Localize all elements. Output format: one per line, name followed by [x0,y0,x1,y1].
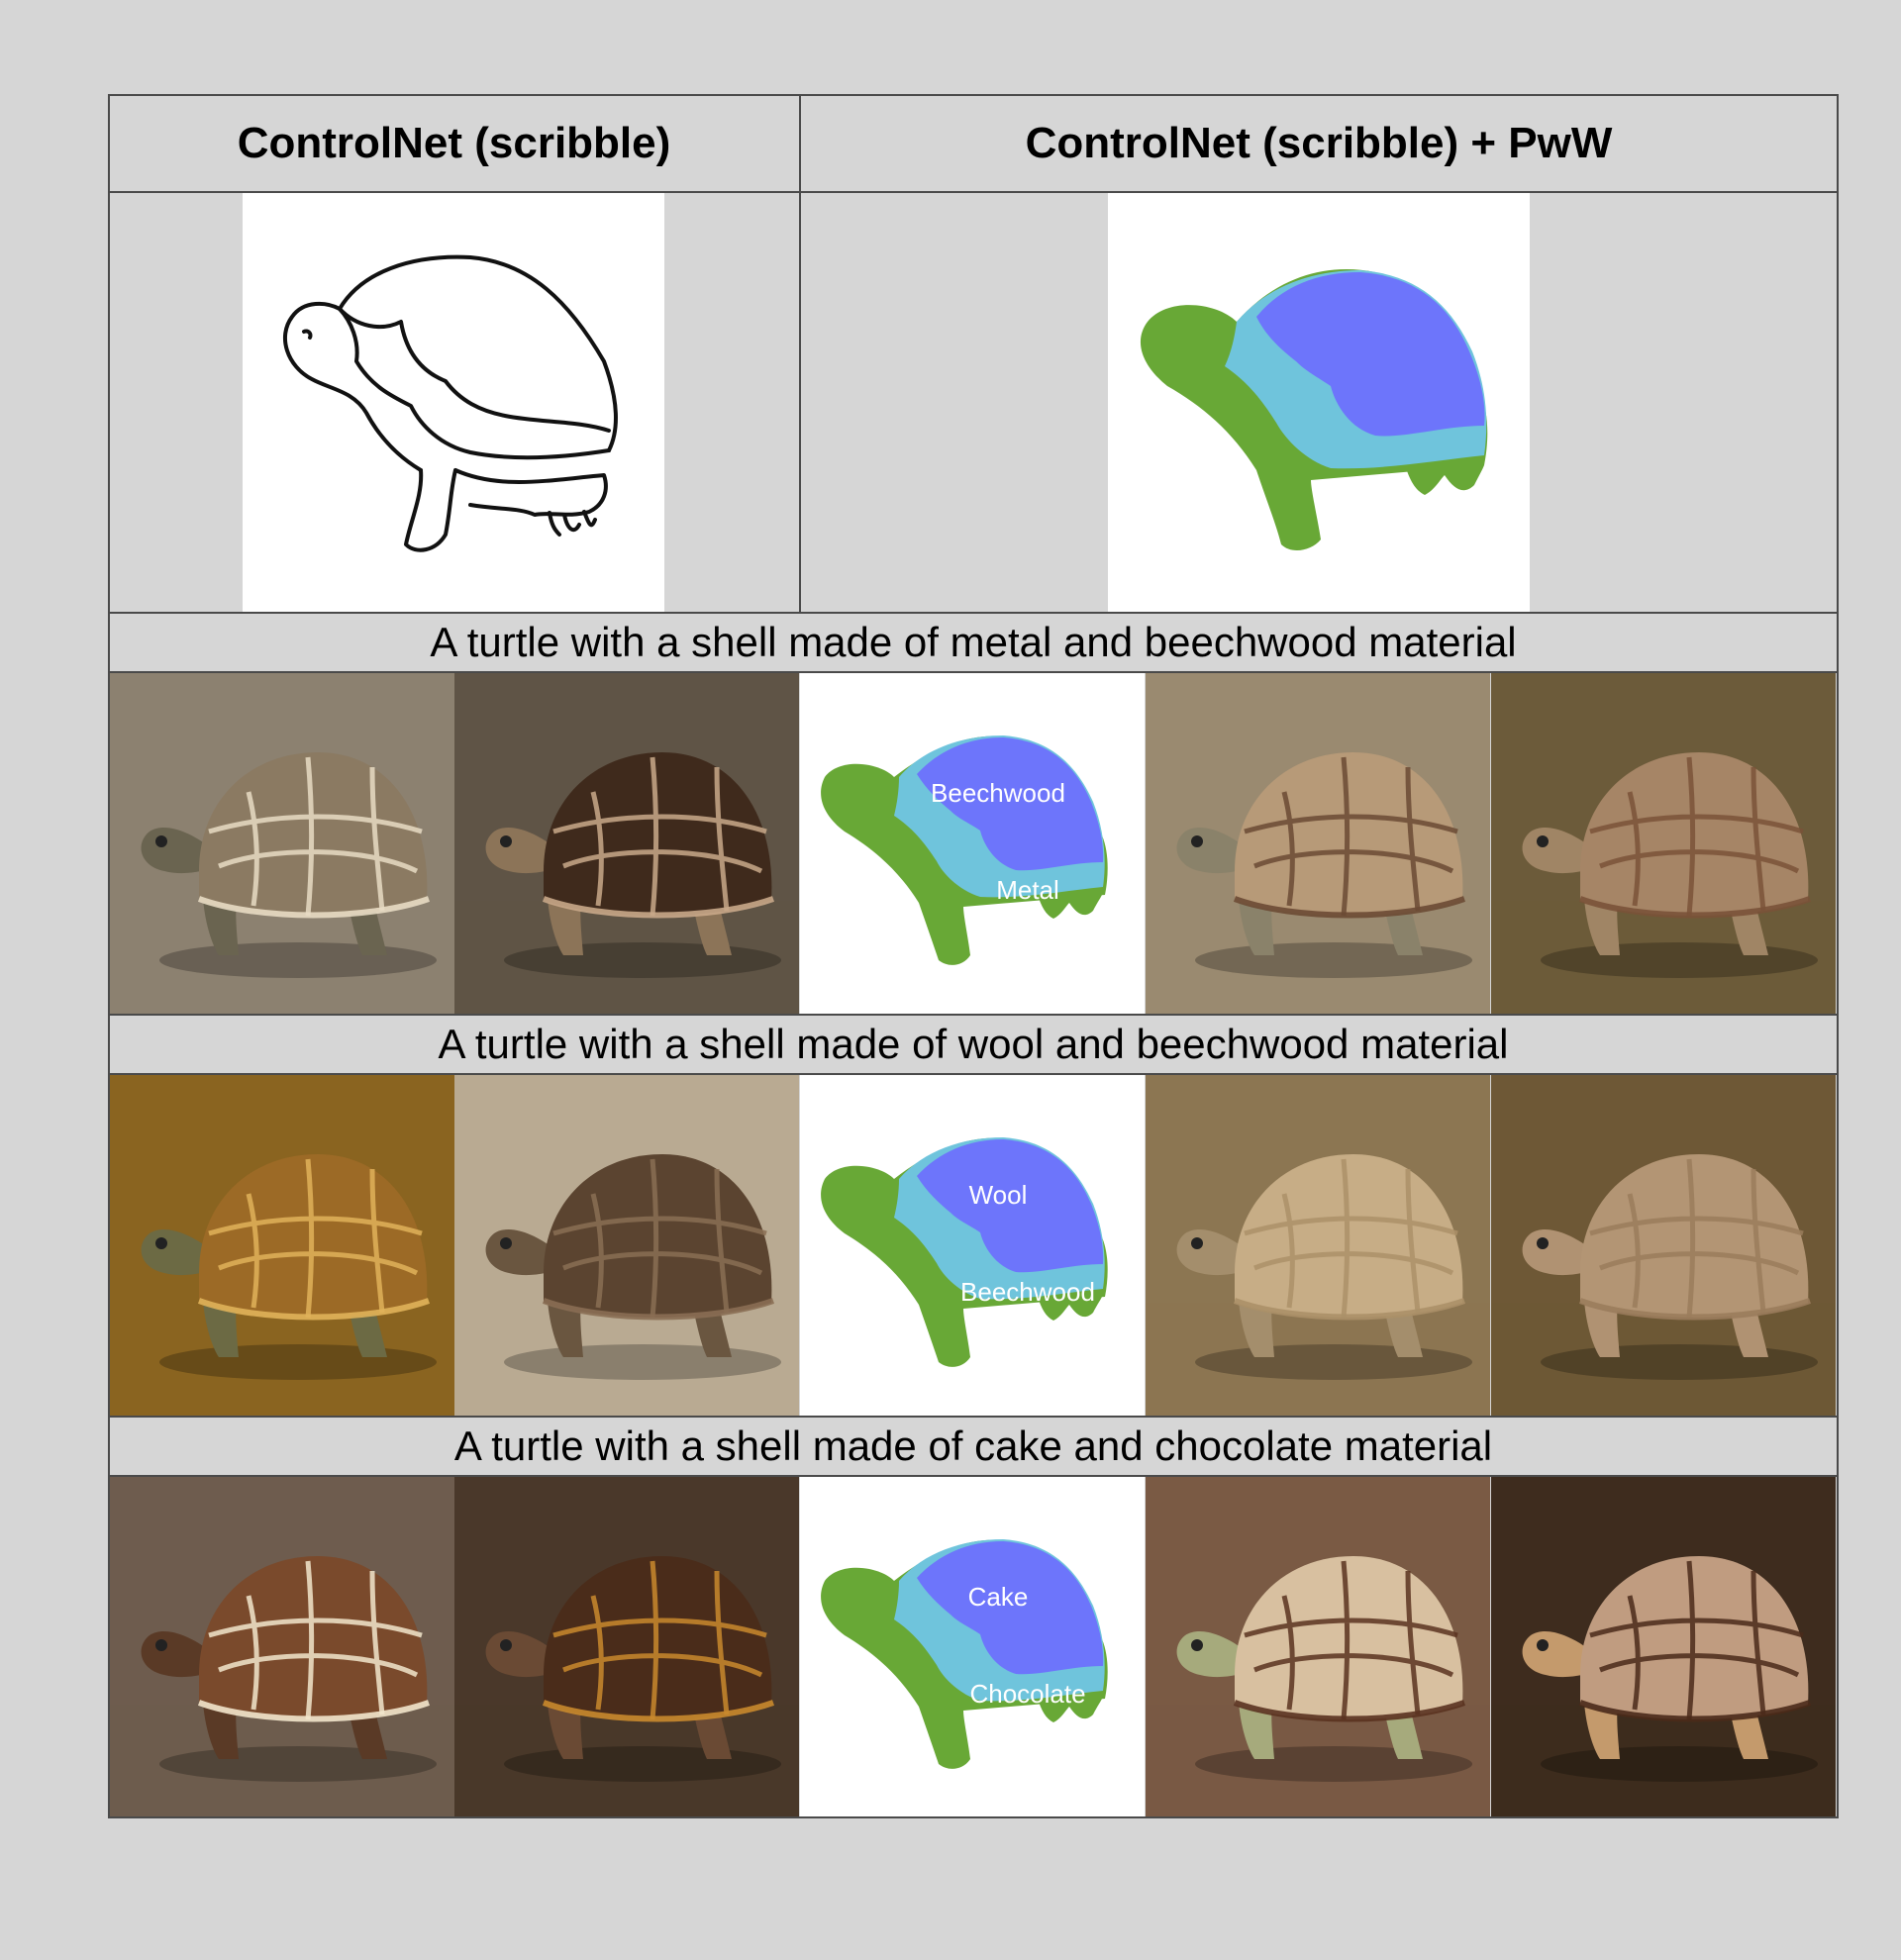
generated-turtle-image [454,1477,799,1817]
grid-line [108,1475,1839,1477]
generated-turtle-image [454,673,799,1014]
grid-line [108,191,1839,193]
pww-mask-thumbnail: Cake Chocolate [800,1477,1145,1817]
generated-turtle-image [110,1075,454,1416]
mask-label-top: Wool [969,1180,1028,1210]
header-controlnet-pww: ControlNet (scribble) + PwW [1025,118,1613,167]
grid-line [799,94,801,613]
grid-line [108,94,1839,96]
generated-turtle-image [1491,673,1836,1014]
grid-line [108,1416,1839,1418]
scribble-drawing [282,254,618,552]
mask-label-bottom: Beechwood [960,1277,1095,1307]
generated-turtle-image [1146,1477,1490,1817]
grid-line [108,1073,1839,1075]
grid-line [1837,94,1839,1818]
pww-mask-drawing [1140,269,1488,551]
generated-turtle-image [110,1477,454,1817]
grid-line [108,612,1839,614]
pww-mask-thumbnail: Beechwood Metal [800,673,1145,1014]
generated-turtle-image [1146,1075,1490,1416]
generated-turtle-image [1491,1477,1836,1817]
prompt-row-2: A turtle with a shell made of wool and b… [438,1021,1509,1067]
header-controlnet: ControlNet (scribble) [237,118,671,167]
generated-turtle-image [454,1075,799,1416]
grid-line [108,671,1839,673]
generated-turtle-image [1146,673,1490,1014]
mask-label-top: Beechwood [931,778,1065,808]
grid-line [108,94,110,1818]
prompt-row-1: A turtle with a shell made of metal and … [430,619,1517,665]
prompt-row-3: A turtle with a shell made of cake and c… [453,1422,1493,1469]
grid-line [108,1014,1839,1016]
mask-label-top: Cake [968,1582,1029,1612]
mask-label-bottom: Chocolate [969,1679,1085,1709]
pww-mask-image [1108,193,1530,612]
generated-turtle-image [1491,1075,1836,1416]
scribble-image [243,193,664,612]
generated-turtle-image [110,673,454,1014]
grid-line [108,1816,1839,1818]
pww-mask-thumbnail: Wool Beechwood [800,1075,1145,1416]
mask-label-bottom: Metal [996,875,1059,905]
